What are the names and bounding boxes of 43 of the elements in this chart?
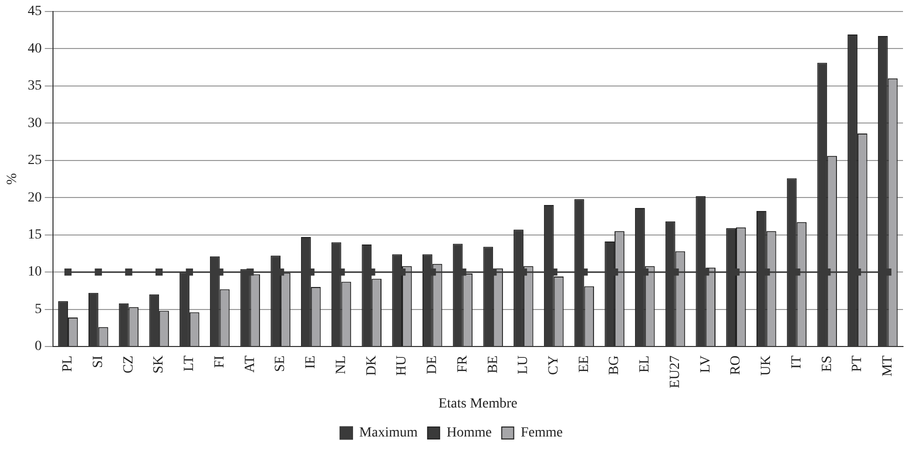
x-tick-label: EU27 [668, 356, 683, 388]
y-tick-label: 35 [28, 78, 42, 94]
x-tick-label: HU [394, 356, 410, 376]
y-tick-label: 20 [28, 190, 42, 206]
x-tick-label: BG [607, 356, 622, 375]
y-tick-label: 25 [28, 153, 42, 168]
x-tick-label: LU [516, 356, 532, 374]
x-tick-label: LV [698, 356, 714, 373]
x-tick-label: DK [364, 356, 380, 376]
x-tick-label: IE [304, 356, 319, 369]
y-tick-label: 45 [28, 4, 42, 20]
y-tick-label: 0 [34, 339, 42, 354]
x-tick-label: IT [789, 355, 804, 369]
x-tick-label: PT [850, 355, 866, 372]
x-tick-label: SK [152, 356, 167, 374]
y-tick-label: 15 [28, 227, 42, 242]
x-tick-label: RO [728, 356, 744, 375]
legend-label: Femme [520, 426, 563, 441]
x-tick-label: EE [576, 356, 592, 373]
legend-label: Maximum [359, 426, 418, 441]
x-tick-label: CZ [121, 356, 136, 374]
y-axis-title: % [5, 172, 20, 185]
x-tick-label: MT [880, 355, 896, 377]
y-tick-label: 40 [28, 41, 42, 56]
x-tick-label: UK [759, 356, 774, 376]
x-tick-label: SE [273, 356, 288, 372]
x-tick-label: FI [212, 355, 228, 368]
x-tick-label: BE [486, 356, 501, 374]
x-tick-label: AT [242, 355, 258, 373]
x-tick-label: LT [182, 355, 198, 372]
y-tick-label: 30 [28, 116, 42, 131]
x-tick-label: ES [820, 356, 835, 372]
y-tick-label: 10 [28, 264, 42, 280]
x-tick-label: DE [425, 356, 440, 374]
x-axis-title: Etats Membre [438, 396, 518, 412]
legend-label: Homme [446, 426, 492, 441]
x-tick-label: FR [455, 354, 470, 373]
y-tick-label: 5 [34, 302, 42, 317]
x-tick-label: SI [91, 355, 106, 368]
x-tick-label: EL [638, 356, 653, 373]
x-tick-label: CY [546, 356, 562, 375]
x-tick-label: NL [334, 356, 349, 374]
x-tick-label: PL [60, 356, 76, 372]
